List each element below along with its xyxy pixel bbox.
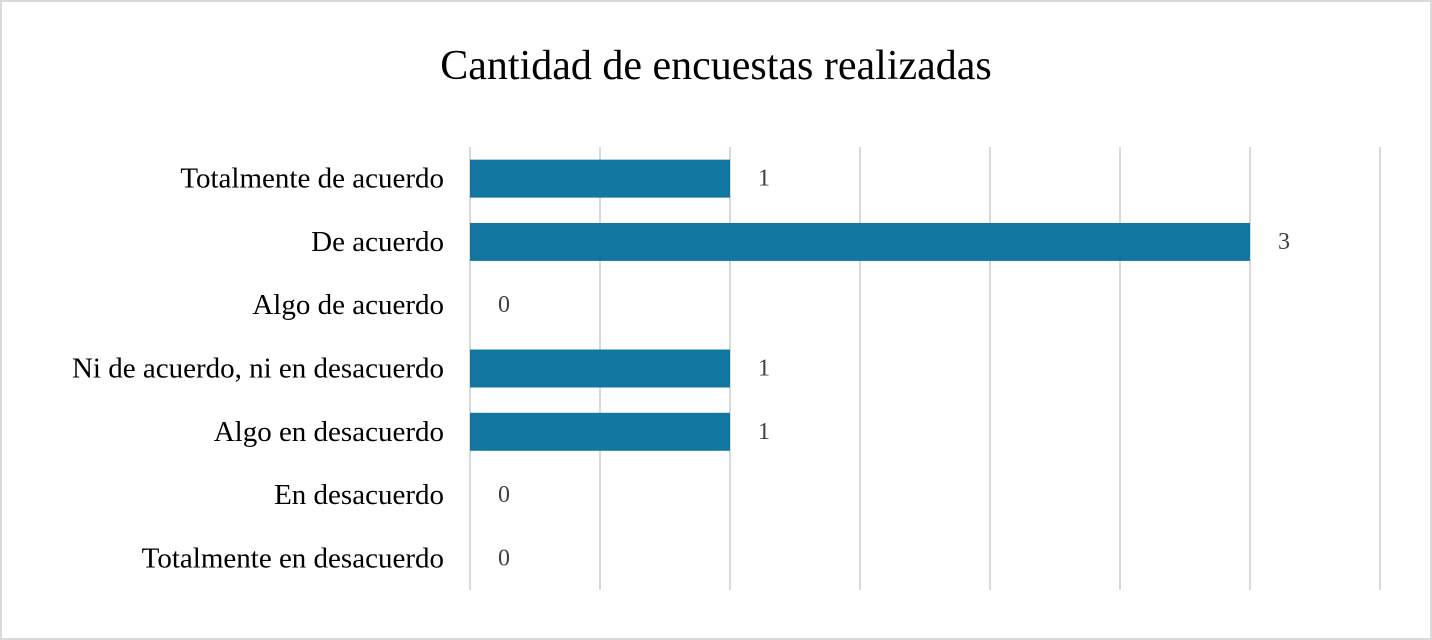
category-label: De acuerdo [311, 226, 444, 258]
bar [470, 412, 730, 451]
data-label: 0 [498, 292, 510, 318]
data-label: 0 [498, 545, 510, 571]
labels: Totalmente de acuerdo 1 De acuerdo 3 Algo de… [72, 163, 1290, 575]
category-label: Ni de acuerdo, ni en desacuerdo [72, 353, 444, 385]
data-label: 1 [758, 166, 770, 192]
bar [470, 222, 1250, 261]
data-label: 0 [498, 482, 510, 508]
category-label: Algo en desacuerdo [214, 416, 444, 448]
category-label: En desacuerdo [274, 479, 444, 511]
category-label: Totalmente de acuerdo [180, 163, 444, 195]
bar [470, 159, 730, 198]
bar [470, 349, 730, 388]
data-label: 1 [758, 419, 770, 445]
data-label: 1 [758, 356, 770, 382]
category-label: Totalmente en desacuerdo [142, 542, 444, 574]
category-label: Algo de acuerdo [252, 289, 444, 321]
bars [470, 159, 1250, 451]
chart-title: Cantidad de encuestas realizadas [440, 43, 992, 89]
data-label: 3 [1278, 229, 1290, 255]
